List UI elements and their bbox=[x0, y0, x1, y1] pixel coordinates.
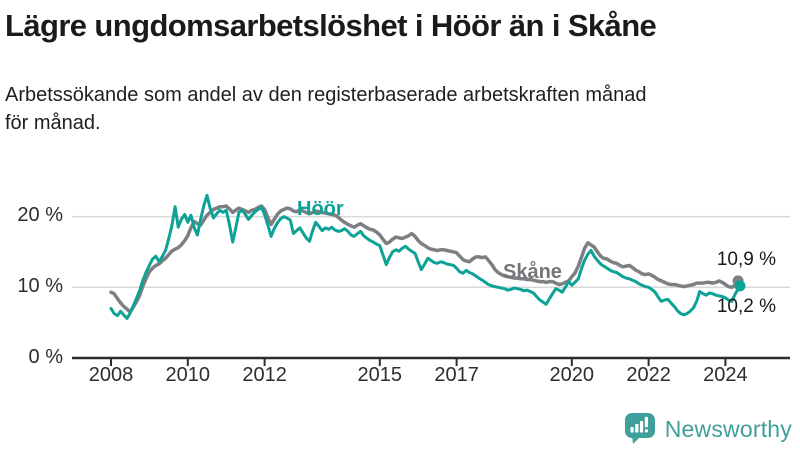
x-axis-tick-label: 2012 bbox=[242, 364, 287, 386]
chart-header: Lägre ungdomsarbetslöshet i Höör än i Sk… bbox=[0, 0, 800, 137]
brand-name: Newsworthy bbox=[664, 415, 792, 442]
x-axis-tick-label: 2017 bbox=[434, 364, 479, 386]
x-axis-tick-label: 2010 bbox=[165, 364, 211, 386]
x-axis-tick-label: 2020 bbox=[549, 364, 595, 386]
y-axis-tick-label: 20 % bbox=[17, 204, 63, 227]
x-axis-tick-label: 2022 bbox=[626, 364, 671, 386]
newsworthy-brand: Newsworthy bbox=[624, 413, 792, 445]
chart-subtitle: Arbetssökande som andel av den registerb… bbox=[5, 81, 782, 137]
series-label-skåne: Skåne bbox=[503, 261, 562, 283]
x-axis-tick-label: 2024 bbox=[703, 364, 748, 386]
page-title: Lägre ungdomsarbetslöshet i Höör än i Sk… bbox=[5, 8, 657, 43]
y-axis-tick-label: 10 % bbox=[17, 274, 63, 297]
subtitle-line-2: för månad. bbox=[5, 112, 101, 135]
series-line-skåne bbox=[109, 204, 740, 314]
series-label-höör: Höör bbox=[297, 198, 344, 220]
subtitle-line-1: Arbetssökande som andel av den registerb… bbox=[5, 84, 647, 107]
end-value-label-skåne: 10,9 % bbox=[716, 249, 776, 270]
y-axis-tick-label: 0 % bbox=[28, 345, 63, 368]
series-end-dot-höör bbox=[734, 280, 746, 292]
x-axis-tick-label: 2008 bbox=[88, 364, 134, 386]
bar-chart-speech-bubble-icon bbox=[624, 413, 655, 444]
x-axis-tick-label: 2015 bbox=[357, 364, 403, 386]
end-value-label-höör: 10,2 % bbox=[716, 296, 776, 317]
series-line-höör bbox=[109, 193, 742, 320]
